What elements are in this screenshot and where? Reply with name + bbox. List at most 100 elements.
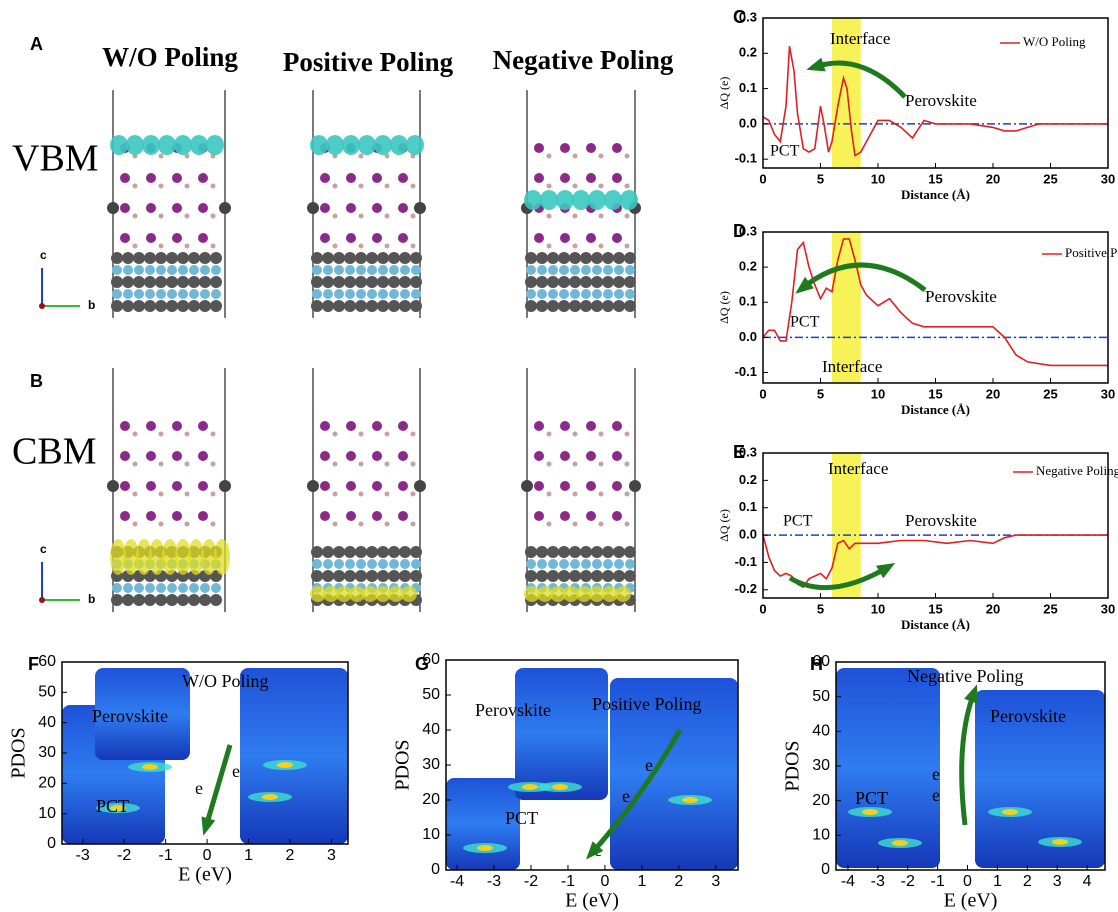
atom [569,252,581,264]
x-tick-label: 1 [244,847,253,864]
atom [581,289,591,299]
flow-arrow [588,728,683,857]
y-tick-label: 40 [38,714,56,731]
atom [322,546,334,558]
atom [537,559,547,569]
isosurface [550,586,566,602]
atom [146,451,156,461]
atom [144,276,156,288]
flow-arrow [788,563,892,591]
atom [199,300,211,312]
atom [358,461,364,467]
atom [198,233,208,243]
isosurface [190,135,208,155]
atom [572,491,578,497]
atom [525,546,537,558]
legend-label: Negative Poling [1036,463,1118,478]
atom [146,173,156,183]
atom [158,183,164,189]
atom [358,243,364,249]
row-title: CBM [12,431,96,473]
atom [146,511,156,521]
y-axis-label: ΔQ (e) [717,77,731,110]
atom [356,289,366,299]
atom [132,213,138,219]
atom [377,276,389,288]
atom [344,252,356,264]
atom [580,570,592,582]
atom [547,300,559,312]
pdos-hotspot [277,762,293,768]
atom [358,491,364,497]
atom [569,300,581,312]
annotation: PCT [96,796,129,816]
atom [320,233,330,243]
atom [198,481,208,491]
atom [546,521,552,527]
atom [198,203,208,213]
atom [200,583,210,593]
atom [547,276,559,288]
atom [384,431,390,437]
atom [572,243,578,249]
atom [602,570,614,582]
atom [320,173,330,183]
atom [602,252,614,264]
isosurface [323,586,339,602]
atom [366,546,378,558]
atom [629,480,641,492]
atom [372,451,382,461]
x-tick-label: 15 [928,171,942,186]
x-tick-label: 0 [759,601,766,616]
y-tick-label: -0.2 [735,581,757,596]
atom [346,421,356,431]
axis-name: b [88,298,95,312]
atom [572,153,578,159]
annotation: e [932,764,940,784]
atom [333,252,345,264]
pdos-hotspot [522,784,538,790]
column-title: W/O Poling [102,42,238,72]
pdos-hotspot [892,840,908,846]
x-axis-label: E (eV) [944,890,998,912]
atom [624,300,636,312]
atom [536,300,548,312]
x-tick-label: 10 [871,171,885,186]
axis-name: c [40,542,47,556]
atom [624,570,636,582]
atom [546,213,552,219]
atom [158,213,164,219]
annotation: PCT [770,143,800,160]
atom [172,421,182,431]
atom [625,265,635,275]
atom [546,243,552,249]
flow-arrow [959,689,978,826]
atom [120,511,130,521]
atom [378,265,388,275]
atom [332,213,338,219]
atom [586,173,596,183]
atom [211,265,221,275]
atom [120,451,130,461]
atom [146,421,156,431]
atom [414,202,426,214]
atom [569,546,581,558]
x-tick-label: 0 [203,847,212,864]
x-tick-label: -4 [841,873,855,890]
atom [581,265,591,275]
atom [534,143,544,153]
atom [547,252,559,264]
atom [334,559,344,569]
atom [378,559,388,569]
x-axis-label: Distance (Å) [901,402,970,417]
flow-arrow-head [586,841,604,860]
x-tick-label: -4 [450,873,464,890]
atom [177,594,189,606]
atom [166,300,178,312]
atom [146,481,156,491]
atom [560,173,570,183]
atom [570,289,580,299]
atom [132,491,138,497]
atom [320,203,330,213]
isosurface [201,539,217,575]
